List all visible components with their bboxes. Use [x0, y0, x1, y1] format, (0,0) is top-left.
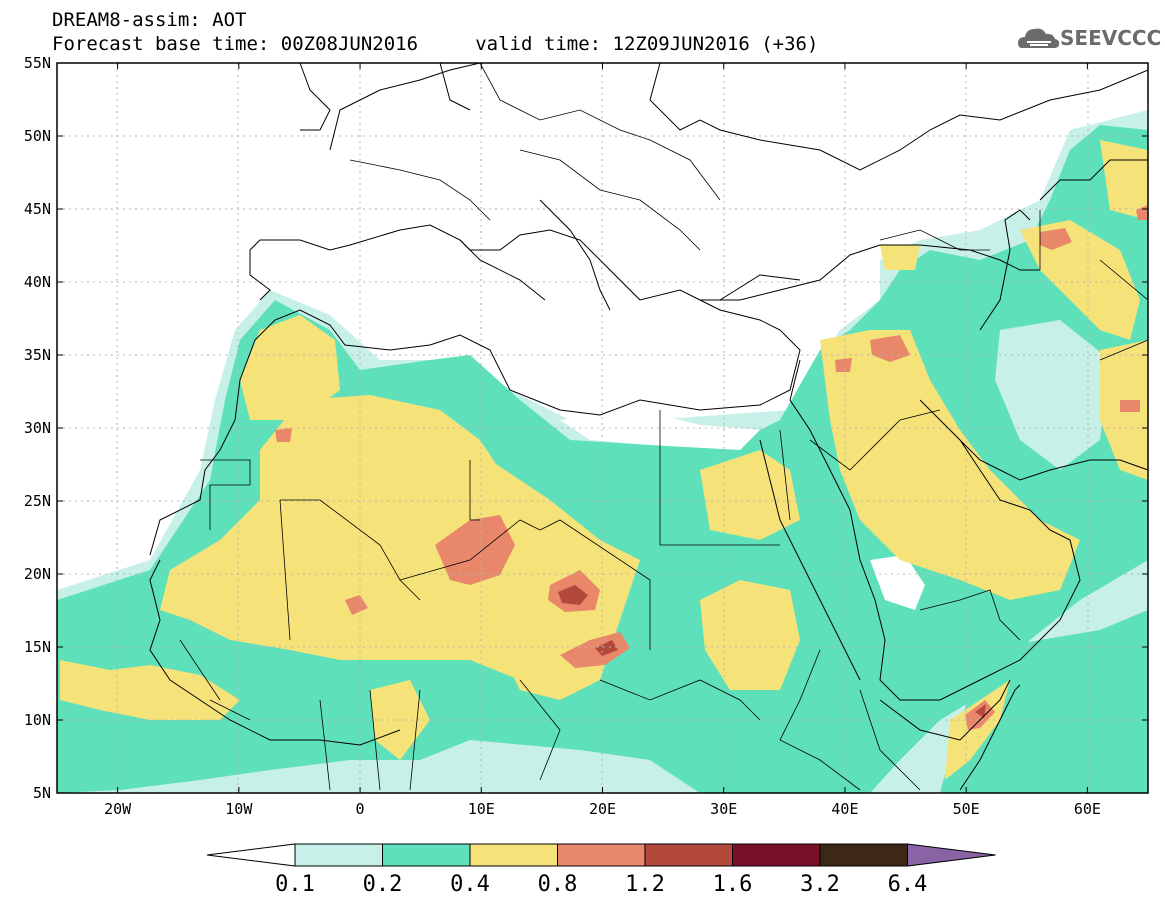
forecast-times: Forecast base time: 00Z08JUN2016 valid t…: [52, 33, 819, 55]
colorbar-tick-label: 1.6: [713, 872, 753, 897]
logo-text: SEEVCCC: [1060, 26, 1162, 50]
lon-axis: 20W 10W 0 10E 20E 30E 40E 50E 60E: [104, 800, 1101, 818]
lat-label: 5N: [33, 784, 51, 802]
colorbar-tick-label: 0.4: [450, 872, 490, 897]
lat-label: 15N: [24, 638, 51, 656]
cloud-icon: [1018, 28, 1060, 48]
axis-ticks: [57, 62, 1148, 794]
colorbar-swatch: [732, 843, 821, 867]
colorbar-tick-label: 6.4: [888, 872, 928, 897]
colorbar-min-arrow: [206, 843, 296, 867]
lat-label: 40N: [24, 273, 51, 291]
map-title: DREAM8-assim: AOT: [52, 9, 247, 31]
colorbar-max-arrow: [907, 843, 996, 867]
colorbar-swatch: [644, 843, 733, 867]
colorbar-tick-label: 0.2: [363, 872, 403, 897]
lon-label: 10E: [468, 800, 495, 818]
aot-1.2-layer: [558, 585, 986, 718]
colorbar-swatch: [557, 843, 646, 867]
graticule: [57, 63, 1148, 793]
lat-label: 30N: [24, 419, 51, 437]
lon-label: 30E: [710, 800, 737, 818]
lat-label: 35N: [24, 346, 51, 364]
lon-label: 0: [356, 800, 365, 818]
colorbar-tick-label: 3.2: [800, 872, 840, 897]
coastlines: [149, 63, 1148, 791]
lat-label: 45N: [24, 200, 51, 218]
lon-label: 60E: [1074, 800, 1101, 818]
borders: [179, 63, 1148, 791]
lat-axis: 55N 50N 45N 40N 35N 30N 25N 20N 15N 10N 5N: [24, 54, 51, 802]
lon-label: 50E: [953, 800, 980, 818]
colorbar-tick-label: 1.2: [625, 872, 665, 897]
lat-label: 25N: [24, 492, 51, 510]
lat-label: 20N: [24, 565, 51, 583]
aot-0.8-layer: [275, 205, 1148, 730]
colorbar-tick-label: 0.8: [538, 872, 578, 897]
lon-label: 20W: [104, 800, 132, 818]
lon-label: 10W: [225, 800, 253, 818]
colorbar-swatch: [294, 843, 383, 867]
colorbar-swatch: [469, 843, 558, 867]
aot-field: [57, 63, 1148, 793]
colorbar-swatch: [819, 843, 908, 867]
lat-label: 55N: [24, 54, 51, 72]
colorbar-swatch: [382, 843, 471, 867]
lon-label: 40E: [831, 800, 858, 818]
colorbar: 0.1 0.2 0.4 0.8 1.2 1.6 3.2 6.4: [206, 843, 996, 897]
colorbar-tick-label: 0.1: [275, 872, 315, 897]
lat-label: 10N: [24, 711, 51, 729]
lon-label: 20E: [589, 800, 616, 818]
lat-label: 50N: [24, 127, 51, 145]
